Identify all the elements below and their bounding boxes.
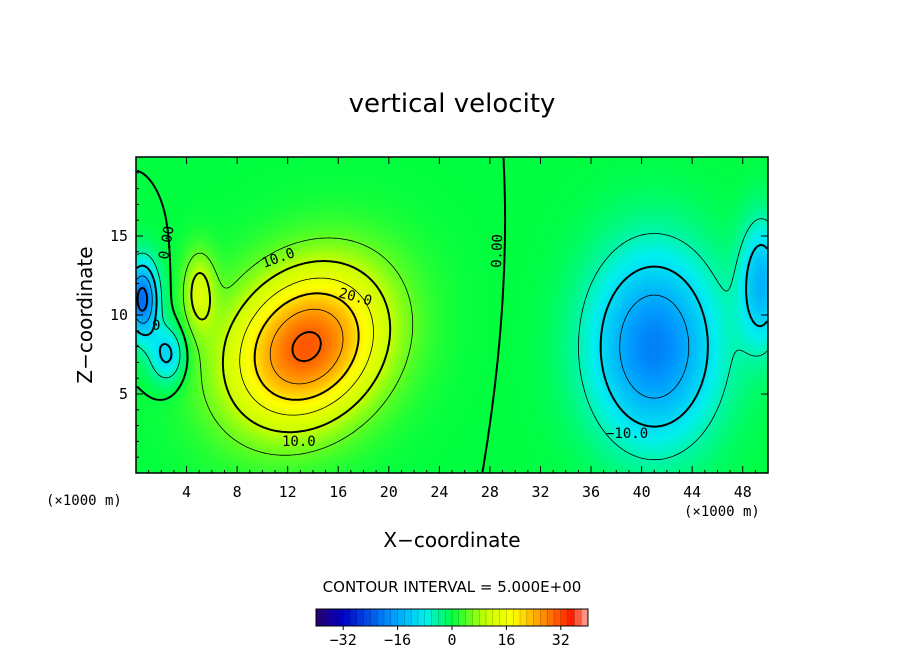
contour-label: 0.00: [489, 234, 506, 268]
colorbar-swatch: [329, 609, 337, 626]
contour-label: 10.0: [282, 434, 316, 450]
colorbar-swatch: [560, 609, 568, 626]
colorbar-swatch: [520, 609, 528, 626]
contour-line: [136, 243, 768, 428]
x-tick-label: 4: [182, 483, 191, 501]
colorbar-swatch: [316, 609, 324, 626]
x-tick-label: 20: [380, 483, 398, 501]
colorbar-swatch: [424, 609, 432, 626]
colorbar-tick-label: −16: [384, 631, 411, 649]
x-tick-label: 16: [329, 483, 347, 501]
y-ticks: 5 10 15: [110, 172, 768, 458]
contour-line: [182, 237, 414, 456]
x-unit-right: (×1000 m): [684, 504, 760, 520]
colorbar-swatch: [390, 609, 398, 626]
colorbar-stripes: [315, 609, 589, 626]
contour-line: [136, 286, 149, 312]
x-tick-label: 44: [683, 483, 701, 501]
colorbar-swatch: [363, 609, 371, 626]
contour-label: 0.00: [156, 225, 178, 261]
colorbar-swatch: [581, 609, 589, 626]
y-axis-label: Z−coordinate: [73, 246, 97, 383]
x-tick-label: 28: [481, 483, 499, 501]
heatmap-field: [136, 157, 768, 473]
colorbar-swatch: [506, 609, 514, 626]
contour-line: [136, 157, 507, 473]
contour-line: [190, 260, 392, 434]
x-tick-label: 12: [279, 483, 297, 501]
contour-line: [136, 275, 690, 399]
colorbar-swatch: [526, 609, 534, 626]
colorbar-ticks: −32 −16 0 16 32: [330, 626, 570, 649]
colorbar-swatch: [486, 609, 494, 626]
colorbar-swatch: [343, 609, 351, 626]
x-unit-left: (×1000 m): [46, 493, 122, 509]
colorbar-swatch: [350, 609, 358, 626]
x-tick-label: 40: [633, 483, 651, 501]
colorbar-swatch: [513, 609, 521, 626]
colorbar-swatch: [431, 609, 439, 626]
contour-lines: [136, 157, 768, 473]
colorbar-swatch: [458, 609, 466, 626]
x-ticks: 4 8 12 16 20 24 28 32 36 40 44 48: [148, 157, 756, 501]
x-tick-label: 8: [233, 483, 242, 501]
colorbar-swatch: [452, 609, 460, 626]
colorbar-swatch: [411, 609, 419, 626]
colorbar-swatch: [533, 609, 541, 626]
colorbar-swatch: [397, 609, 405, 626]
colorbar-swatch: [336, 609, 344, 626]
y-tick-label: 5: [119, 385, 128, 403]
colorbar-swatch: [492, 609, 500, 626]
colorbar-swatch: [574, 609, 582, 626]
colorbar-swatch: [445, 609, 453, 626]
colorbar-swatch: [479, 609, 487, 626]
colorbar-tick-label: 16: [497, 631, 515, 649]
x-tick-label: 36: [582, 483, 600, 501]
x-tick-label: 32: [531, 483, 549, 501]
x-axis-label: X−coordinate: [383, 528, 520, 552]
colorbar-swatch: [322, 609, 330, 626]
contour-label: −10.0: [606, 426, 648, 442]
colorbar-swatch: [472, 609, 480, 626]
colorbar-swatch: [356, 609, 364, 626]
contour-line: [253, 292, 360, 401]
colorbar-swatch: [540, 609, 548, 626]
colorbar-tick-label: −32: [330, 631, 357, 649]
colorbar-swatch: [554, 609, 562, 626]
contour-label: 0: [152, 318, 160, 334]
x-tick-label: 24: [430, 483, 448, 501]
colorbar-swatch: [547, 609, 555, 626]
colorbar-swatch: [384, 609, 392, 626]
colorbar-tick-label: 0: [447, 631, 456, 649]
colorbar-swatch: [499, 609, 507, 626]
colorbar-tick-label: 32: [552, 631, 570, 649]
x-tick-label: 48: [734, 483, 752, 501]
colorbar-swatch: [567, 609, 575, 626]
colorbar-swatch: [377, 609, 385, 626]
colorbar-swatch: [418, 609, 426, 626]
y-tick-label: 10: [110, 306, 128, 324]
colorbar-swatch: [404, 609, 412, 626]
chart-title: vertical velocity: [349, 89, 556, 119]
colorbar-swatch: [465, 609, 473, 626]
colorbar-swatch: [370, 609, 378, 626]
contour-interval: CONTOUR INTERVAL = 5.000E+00: [323, 578, 582, 596]
colorbar-swatch: [438, 609, 446, 626]
contour-line: [269, 308, 344, 385]
contour-line: [136, 218, 768, 461]
y-tick-label: 15: [110, 227, 128, 245]
contour-line: [239, 277, 374, 416]
contour-line: [291, 331, 322, 363]
